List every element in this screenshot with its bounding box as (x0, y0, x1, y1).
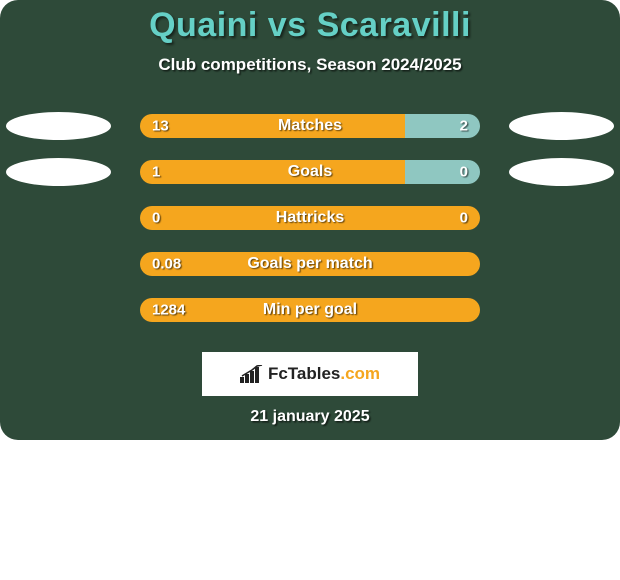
stat-value-right: 0 (460, 164, 468, 181)
stat-bar: 13 2 Matches (140, 114, 480, 138)
page-title: Quaini vs Scaravilli (0, 6, 620, 45)
stat-label: Goals per match (247, 255, 372, 273)
stat-bar: 0 0 Hattricks (140, 206, 480, 230)
stat-value-left: 0.08 (152, 256, 181, 273)
stats-card: Quaini vs Scaravilli Club competitions, … (0, 0, 620, 440)
bar-segment-right (405, 114, 480, 138)
player-left-oval (6, 112, 111, 140)
bar-segment-left (140, 114, 405, 138)
stat-value-left: 0 (152, 210, 160, 227)
stat-label: Hattricks (276, 209, 344, 227)
stat-value-left: 13 (152, 118, 169, 135)
brand-badge: FcTables.com (202, 352, 418, 396)
subtitle: Club competitions, Season 2024/2025 (0, 55, 620, 75)
stat-row: 13 2 Matches (0, 103, 620, 149)
stat-row: 0 0 Hattricks (0, 195, 620, 241)
stat-label: Matches (278, 117, 342, 135)
stat-row: 1284 Min per goal (0, 287, 620, 333)
stat-row: 1 0 Goals (0, 149, 620, 195)
bar-segment-right (405, 160, 480, 184)
player-right-oval (509, 112, 614, 140)
brand-text: FcTables.com (268, 364, 380, 384)
brand-suffix: .com (340, 364, 380, 383)
stat-value-right: 2 (460, 118, 468, 135)
stat-label: Min per goal (263, 301, 357, 319)
stats-rows: 13 2 Matches 1 0 Goals 0 0 Hattricks 0.08 Goals pe… (0, 103, 620, 333)
stat-label: Goals (288, 163, 332, 181)
stat-value-left: 1 (152, 164, 160, 181)
brand-chart-icon (240, 365, 264, 383)
date-label: 21 january 2025 (250, 408, 369, 426)
stat-bar: 1284 Min per goal (140, 298, 480, 322)
stat-row: 0.08 Goals per match (0, 241, 620, 287)
player-left-oval (6, 158, 111, 186)
stat-bar: 0.08 Goals per match (140, 252, 480, 276)
bar-segment-left (140, 160, 405, 184)
stat-value-left: 1284 (152, 302, 185, 319)
stat-bar: 1 0 Goals (140, 160, 480, 184)
player-right-oval (509, 158, 614, 186)
stat-value-right: 0 (460, 210, 468, 227)
brand-name: FcTables (268, 364, 340, 383)
